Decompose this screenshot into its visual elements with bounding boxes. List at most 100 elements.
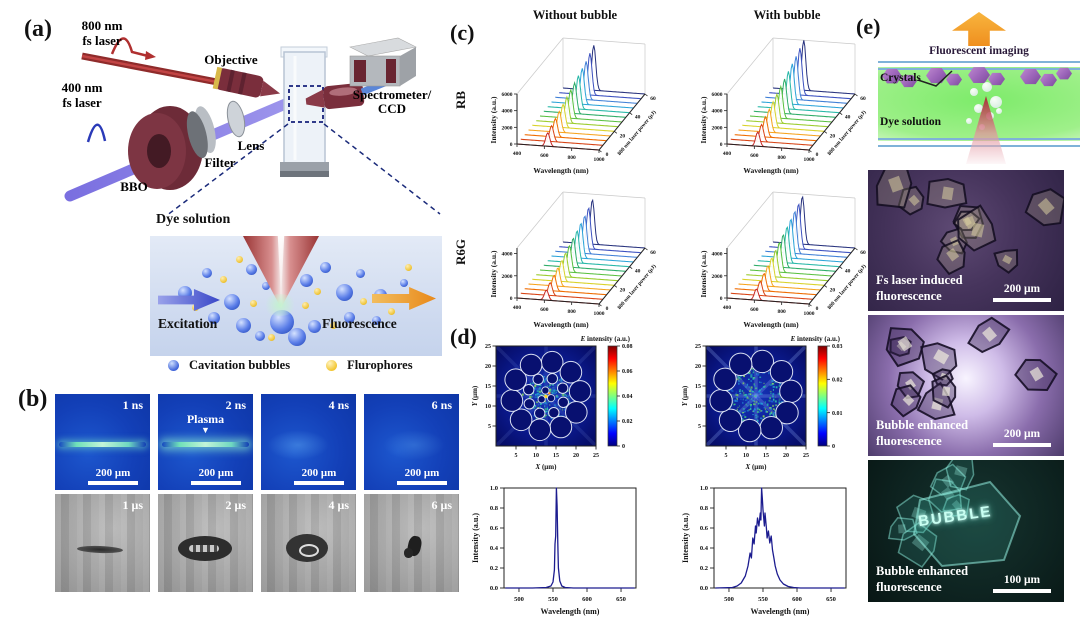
crystal-overlay xyxy=(875,170,1064,276)
scale-bar: 200 μm xyxy=(187,467,245,485)
svg-text:400: 400 xyxy=(723,305,732,311)
label-objective: Objective xyxy=(204,52,258,67)
shadowgraph-frame-4ns: 4 ns 200 μm xyxy=(261,394,356,490)
cavitation-bubble xyxy=(208,312,220,324)
svg-text:Y (μm): Y (μm) xyxy=(471,385,479,406)
svg-text:0: 0 xyxy=(720,142,723,148)
spectrometer-box xyxy=(349,37,417,87)
svg-text:0.6: 0.6 xyxy=(700,525,709,532)
shadowgraph-frame-2ns: 2 ns Plasma ▼ 200 μm xyxy=(158,394,253,490)
fluorophore xyxy=(236,256,243,263)
svg-text:500: 500 xyxy=(724,596,734,603)
svg-text:0.2: 0.2 xyxy=(700,565,708,572)
bubble-frame-4us: 4 μs xyxy=(261,494,356,592)
svg-text:20: 20 xyxy=(830,287,836,293)
time-label: 1 μs xyxy=(122,498,143,512)
spectrum-broad-plot: 500 550 600 650 0.0 0.2 0.4 0.6 0.8 1.0 Wavelength… xyxy=(681,485,847,616)
svg-text:20: 20 xyxy=(830,133,836,139)
crystal-hexagon xyxy=(968,67,990,83)
crystallization-schematic: Fluorescent imaging Crystals Dye solutio… xyxy=(878,12,1080,164)
panel-d-label: (d) xyxy=(450,324,477,349)
fluorophore xyxy=(388,308,395,315)
heatmap-plot: 5 10 15 20 25 5 10 15 20 25 X (μm) Y (μm) 0 0.01 0.02 0… xyxy=(681,335,843,471)
label-400nm-line2: fs laser xyxy=(62,95,102,110)
panel-b-label: (b) xyxy=(18,386,48,412)
micrograph-fs-laser: Fs laser induced fluorescence 200 μm xyxy=(868,170,1064,311)
field-heatmap-random: 5 10 15 20 25 5 10 15 20 25 X (μm) Y (μm) 0 0.01 0.02 0… xyxy=(681,335,843,471)
svg-text:800: 800 xyxy=(568,155,577,161)
svg-text:20: 20 xyxy=(620,133,626,139)
waterfall-plot: 400 600 800 10000200040000204060Wavelength … xyxy=(489,191,657,329)
svg-text:0.0: 0.0 xyxy=(700,585,708,592)
fluorophore xyxy=(360,298,367,305)
collection-objective xyxy=(305,83,365,110)
svg-text:X (μm): X (μm) xyxy=(745,463,768,471)
crystal-hexagon xyxy=(1056,67,1072,80)
cavitation-bubble xyxy=(224,294,240,310)
svg-text:5: 5 xyxy=(488,424,491,430)
svg-text:E intensity (a.u.): E intensity (a.u.) xyxy=(580,335,631,343)
label-crystals: Crystals xyxy=(880,72,921,84)
svg-text:0.08: 0.08 xyxy=(622,344,633,350)
svg-text:4000: 4000 xyxy=(502,252,513,258)
cavitation-bubble xyxy=(372,316,381,325)
svg-text:0: 0 xyxy=(816,152,819,158)
row-label-rb: RB xyxy=(453,90,469,110)
fluorophore xyxy=(250,300,257,307)
label-spectrometer-line1: Spectrometer/ xyxy=(353,87,432,102)
crystal-shapes xyxy=(885,316,1058,421)
cavitation-bubble xyxy=(246,264,257,275)
field-heatmap-structured: 5 10 15 20 25 5 10 15 20 25 X (μm) Y (μm) 0 0.02 0.04 0… xyxy=(471,335,633,471)
svg-text:0: 0 xyxy=(606,152,609,158)
svg-text:1000: 1000 xyxy=(804,311,815,317)
red-pulse-icon xyxy=(110,37,149,58)
svg-text:4000: 4000 xyxy=(712,109,723,115)
cavitation-bubble-dot xyxy=(168,360,179,371)
caption: Bubble enhanced fluorescence xyxy=(876,417,969,448)
svg-text:Wavelength (nm): Wavelength (nm) xyxy=(743,166,799,175)
svg-text:600: 600 xyxy=(792,596,802,603)
svg-text:0: 0 xyxy=(720,296,723,302)
waterfall-plot: 400 600 800 10000200040000204060Wavelength … xyxy=(699,191,867,329)
svg-text:600: 600 xyxy=(540,153,549,159)
time-label: 2 μs xyxy=(225,498,246,512)
crystal-row xyxy=(878,12,1080,164)
column-title-with-bubble: With bubble xyxy=(753,8,821,22)
crystal-hexagon xyxy=(926,68,947,84)
svg-text:25: 25 xyxy=(803,453,809,459)
svg-text:1000: 1000 xyxy=(594,157,605,163)
time-label: 4 μs xyxy=(328,498,349,512)
svg-text:6000: 6000 xyxy=(502,92,513,98)
cavitation-bubble xyxy=(320,262,331,273)
plasma-annotation: Plasma ▼ xyxy=(158,412,253,435)
time-label: 1 ns xyxy=(122,398,143,412)
fluorophore xyxy=(268,334,275,341)
cavitation-bubble xyxy=(300,274,313,287)
cavitation-bubble xyxy=(202,268,212,278)
svg-text:1000: 1000 xyxy=(804,157,815,163)
svg-text:0.03: 0.03 xyxy=(832,344,843,350)
spectrum-narrow-plot: 500 550 600 650 0.0 0.2 0.4 0.6 0.8 1.0 Wavelength… xyxy=(471,485,637,616)
svg-text:0: 0 xyxy=(832,444,835,450)
svg-text:0.02: 0.02 xyxy=(832,378,843,384)
crystal-overlay xyxy=(885,316,1058,421)
svg-text:550: 550 xyxy=(548,596,558,603)
optical-setup-diagram: 800 nm fs laser 400 nm fs laser Objectiv… xyxy=(62,18,441,217)
caption: Bubble enhanced fluorescence xyxy=(876,563,969,594)
svg-text:5: 5 xyxy=(698,424,701,430)
down-arrow-icon: ▼ xyxy=(201,425,210,435)
svg-text:E intensity (a.u.): E intensity (a.u.) xyxy=(790,335,841,343)
label-excitation: Excitation xyxy=(158,316,218,331)
svg-text:800: 800 xyxy=(568,309,577,315)
svg-text:25: 25 xyxy=(485,344,491,350)
svg-text:400: 400 xyxy=(723,151,732,157)
svg-text:0.2: 0.2 xyxy=(490,565,498,572)
laser-focus-core xyxy=(277,236,285,300)
waterfall-plot: 400 600 800 100002000400060000204060Wavelen… xyxy=(699,37,867,175)
svg-text:0: 0 xyxy=(816,306,819,312)
column-title-without-bubble: Without bubble xyxy=(532,8,618,22)
scale-bar: 100 μm xyxy=(989,574,1055,593)
cavitation-bubble xyxy=(255,331,265,341)
svg-text:400: 400 xyxy=(513,151,522,157)
excitation-objective xyxy=(212,66,281,98)
